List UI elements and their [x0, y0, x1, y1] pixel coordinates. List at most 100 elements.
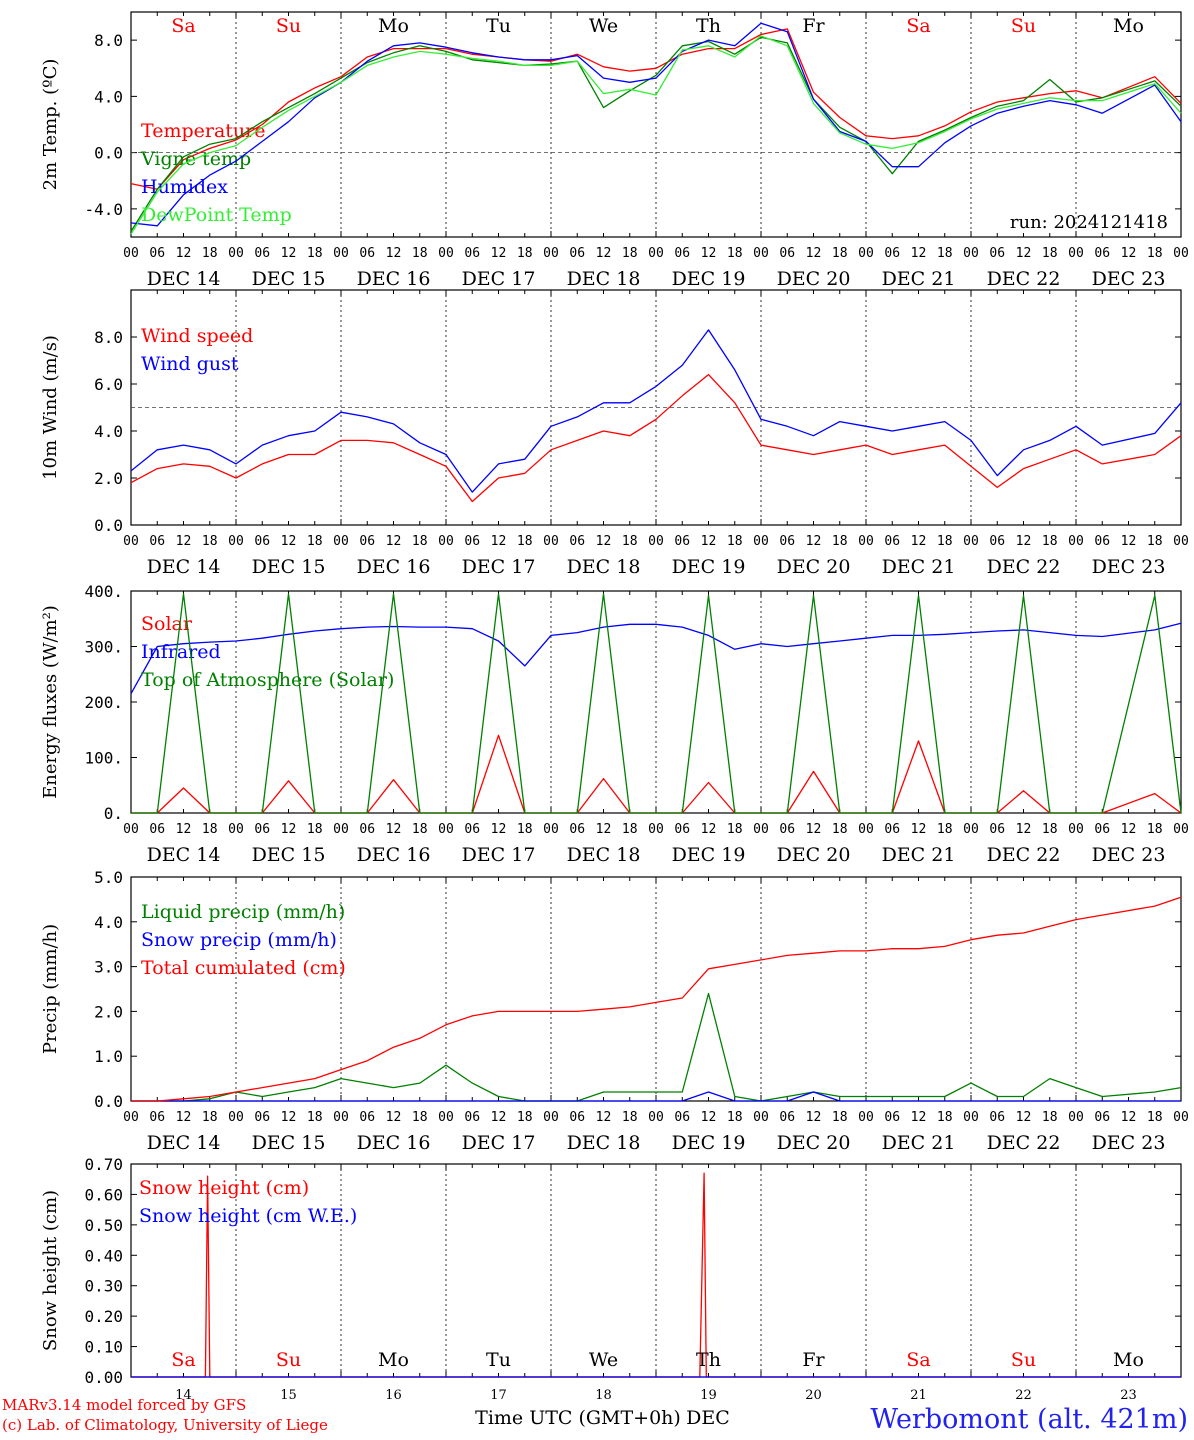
legend-entry: DewPoint Temp [141, 204, 292, 226]
hour-tick-label: 06 [1094, 534, 1110, 549]
run-label: run: 2024121418 [1010, 212, 1168, 233]
hour-tick-label: 18 [727, 246, 743, 261]
day-number: 19 [700, 1388, 717, 1403]
day-label: DEC 20 [777, 268, 851, 290]
hour-tick-label: 18 [307, 246, 323, 261]
hour-tick-label: 00 [543, 246, 559, 261]
hour-tick-label: 06 [779, 822, 795, 837]
hour-tick-label: 12 [596, 1110, 612, 1125]
day-number: 14 [175, 1388, 192, 1403]
hour-tick-label: 06 [1094, 1110, 1110, 1125]
day-label: DEC 16 [357, 556, 431, 578]
hour-tick-label: 06 [674, 822, 690, 837]
legend-entry: Snow precip (mm/h) [141, 929, 337, 951]
day-label: DEC 23 [1092, 268, 1166, 290]
hour-tick-label: 12 [176, 1110, 192, 1125]
legend-entry: Wind speed [141, 325, 253, 347]
y-tick-label: 8.0 [94, 328, 123, 347]
legend-entry: Humidex [141, 176, 228, 198]
hour-tick-label: 00 [438, 246, 454, 261]
weekday-label: Su [276, 15, 301, 37]
day-label: DEC 18 [567, 268, 641, 290]
hour-tick-label: 18 [727, 1110, 743, 1125]
hour-tick-label: 00 [543, 534, 559, 549]
hour-tick-label: 00 [753, 1110, 769, 1125]
hour-tick-label: 00 [1068, 822, 1084, 837]
hour-tick-label: 06 [1094, 822, 1110, 837]
hour-tick-label: 12 [491, 822, 507, 837]
day-label: DEC 19 [672, 556, 746, 578]
day-label: DEC 20 [777, 1132, 851, 1154]
hour-tick-label: 06 [359, 822, 375, 837]
credits: MARv3.14 model forced by GFS (c) Lab. of… [2, 1395, 328, 1435]
hour-tick-label: 06 [569, 246, 585, 261]
hour-tick-label: 12 [491, 246, 507, 261]
hour-tick-label: 12 [806, 822, 822, 837]
hour-tick-label: 18 [517, 534, 533, 549]
hour-tick-label: 12 [386, 534, 402, 549]
hour-tick-label: 00 [753, 822, 769, 837]
hour-tick-label: 18 [832, 1110, 848, 1125]
y-tick-label: 0.20 [84, 1307, 123, 1326]
weekday-label: Sa [171, 1349, 195, 1371]
legend-entry: Snow height (cm W.E.) [139, 1205, 357, 1227]
day-label: DEC 17 [462, 268, 536, 290]
day-label: DEC 21 [882, 556, 956, 578]
day-number: 22 [1015, 1388, 1032, 1403]
hour-tick-label: 12 [176, 246, 192, 261]
hour-tick-label: 00 [648, 246, 664, 261]
hour-tick-label: 12 [806, 534, 822, 549]
hour-tick-label: 06 [464, 822, 480, 837]
hour-tick-label: 06 [359, 246, 375, 261]
hour-tick-label: 06 [884, 534, 900, 549]
y-tick-label: 3.0 [94, 958, 123, 977]
day-label: DEC 17 [462, 844, 536, 866]
series-2-line [130, 36, 1182, 232]
day-label: DEC 22 [987, 844, 1061, 866]
series-1-line [130, 28, 1182, 190]
hour-tick-label: 00 [963, 246, 979, 261]
hour-tick-label: 00 [753, 534, 769, 549]
hour-tick-label: 12 [386, 246, 402, 261]
hour-tick-label: 12 [701, 822, 717, 837]
hour-tick-label: 00 [123, 822, 139, 837]
day-label: DEC 14 [147, 268, 221, 290]
hour-tick-label: 12 [1016, 534, 1032, 549]
hour-tick-label: 06 [989, 1110, 1005, 1125]
hour-tick-label: 18 [622, 246, 638, 261]
hour-tick-label: 06 [779, 246, 795, 261]
day-label: DEC 23 [1092, 556, 1166, 578]
day-label: DEC 15 [252, 1132, 326, 1154]
y-tick-label: 4.0 [94, 913, 123, 932]
hour-tick-label: 18 [832, 534, 848, 549]
hour-tick-label: 06 [149, 246, 165, 261]
weekday-label: Mo [1113, 15, 1144, 37]
hour-tick-label: 00 [1068, 246, 1084, 261]
hour-tick-label: 18 [517, 246, 533, 261]
legend-entry: Infrared [141, 641, 221, 663]
hour-tick-label: 00 [333, 534, 349, 549]
day-label: DEC 22 [987, 268, 1061, 290]
hour-tick-label: 00 [333, 822, 349, 837]
day-label: DEC 17 [462, 556, 536, 578]
weekday-label: Su [1011, 1349, 1036, 1371]
hour-tick-label: 12 [701, 1110, 717, 1125]
weekday-label: Su [1011, 15, 1036, 37]
hour-tick-label: 00 [648, 1110, 664, 1125]
hour-tick-label: 00 [543, 1110, 559, 1125]
hour-tick-label: 00 [228, 1110, 244, 1125]
day-label: DEC 14 [147, 844, 221, 866]
hour-tick-label: 06 [779, 1110, 795, 1125]
hour-tick-label: 12 [596, 246, 612, 261]
hour-tick-label: 18 [1042, 246, 1058, 261]
y-tick-label: 0.00 [84, 1368, 123, 1387]
y-tick-label: 4.0 [94, 87, 123, 106]
day-label: DEC 22 [987, 1132, 1061, 1154]
y-tick-label: 300. [84, 638, 123, 657]
hour-tick-label: 00 [963, 822, 979, 837]
hour-tick-label: 06 [149, 1110, 165, 1125]
day-number: 23 [1120, 1388, 1137, 1403]
day-label: DEC 18 [567, 1132, 641, 1154]
hour-tick-label: 12 [701, 534, 717, 549]
credits-model: MARv3.14 model forced by GFS [2, 1396, 247, 1414]
